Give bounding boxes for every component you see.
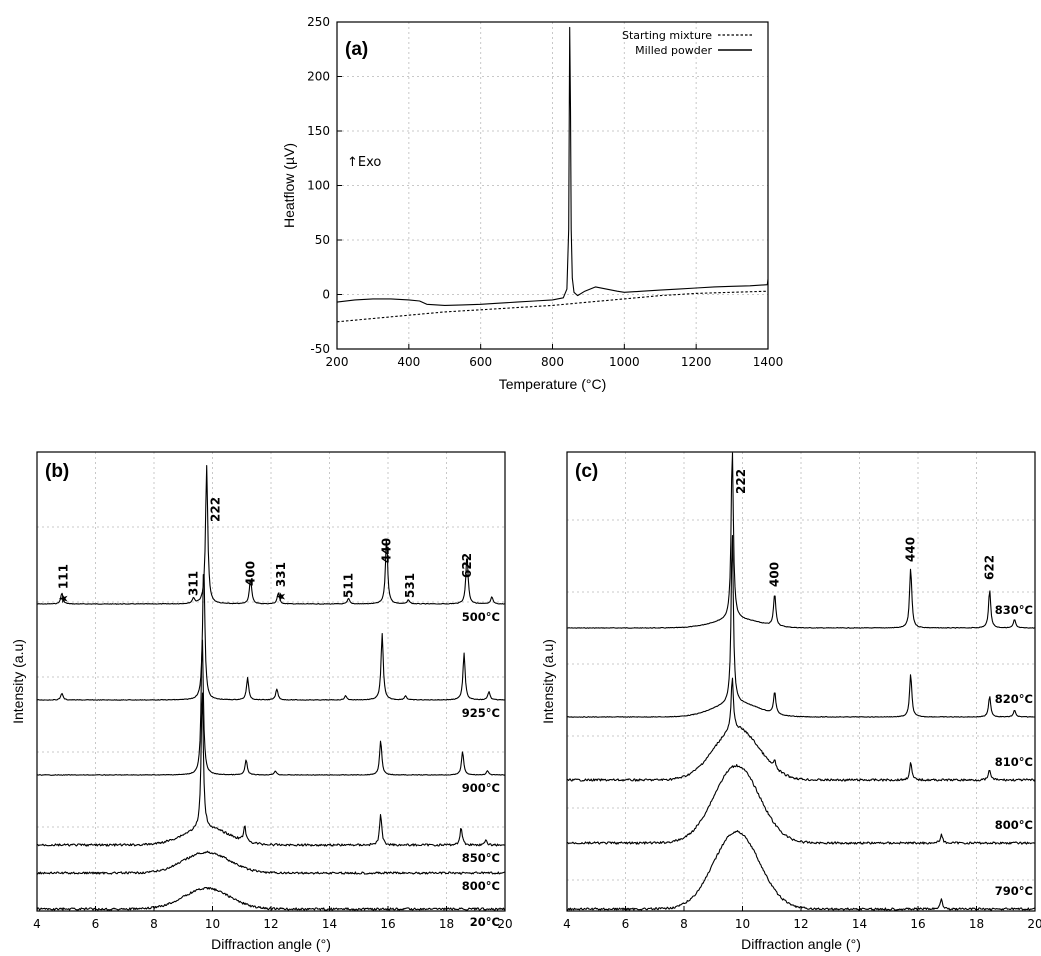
y-tick-label: 100 [307, 179, 330, 193]
temperature-label: 850°C [462, 851, 500, 865]
series-milled-powder [336, 26, 769, 306]
peak-label-400: 400 [244, 561, 258, 586]
temperature-label: 500°C [462, 610, 500, 624]
temperature-label: 790°C [995, 884, 1033, 898]
y-tick-label: -50 [310, 342, 330, 356]
peak-label-222: 222 [734, 469, 748, 494]
plot-frame [36, 451, 506, 912]
x-tick-label: 8 [150, 917, 158, 931]
series-starting-mixture [336, 290, 769, 323]
x-tick-label: 600 [469, 355, 492, 369]
peak-label-331: ★ 331 [274, 562, 288, 602]
xrd-pattern-800°C [566, 764, 1036, 845]
temperature-label: 800°C [995, 818, 1033, 832]
x-tick-label: 400 [397, 355, 420, 369]
x-tick-label: 10 [205, 917, 220, 931]
exo-annotation: ↑Exo [347, 155, 381, 170]
peak-label-111: ★ 111 [56, 564, 70, 604]
y-tick-label: 250 [307, 15, 330, 29]
x-tick-label: 16 [380, 917, 395, 931]
xrd-pattern-830°C [567, 452, 1036, 629]
x-tick-label: 16 [910, 917, 925, 931]
panel-label: (c) [575, 461, 598, 482]
temperature-label: 20°C [470, 915, 500, 929]
y-tick-label: 0 [322, 288, 330, 302]
xrd-pattern-810°C [566, 677, 1036, 782]
xrd-pattern-820°C [566, 535, 1035, 718]
x-tick-label: 14 [852, 917, 867, 931]
y-tick-label: 50 [315, 233, 330, 247]
x-tick-label: 1400 [753, 355, 784, 369]
panel-a-dsc-chart: 200 400 600 800 1000 1200 1400 -50 0 50 100 150 200 2… [281, 15, 783, 392]
x-tick-label: 1000 [609, 355, 640, 369]
x-tick-label: 20 [1027, 917, 1041, 931]
peak-label-440: 440 [904, 537, 918, 562]
peak-label-222: 222 [208, 497, 222, 522]
plot-frame [336, 21, 769, 350]
temperature-label: 830°C [995, 603, 1033, 617]
temperature-label: 820°C [995, 692, 1033, 706]
legend-label: Starting mixture [622, 29, 712, 42]
y-axis-label: Intensity (a.u) [540, 639, 556, 724]
peak-label-622: 622 [983, 555, 997, 580]
x-tick-label: 6 [92, 917, 100, 931]
peak-label-311: 311 [186, 571, 200, 596]
peak-label-400: 400 [768, 562, 782, 587]
x-tick-label: 12 [793, 917, 808, 931]
x-axis-label: Diffraction angle (°) [211, 936, 331, 952]
x-tick-label: 12 [263, 917, 278, 931]
x-axis-label: Temperature (°C) [499, 376, 607, 392]
xrd-pattern-925°C [36, 573, 506, 701]
peak-label-531: 531 [403, 573, 417, 598]
xrd-pattern-850°C [36, 692, 506, 847]
legend-label: Milled powder [635, 44, 712, 57]
temperature-label: 800°C [462, 879, 500, 893]
x-tick-label: 18 [439, 917, 454, 931]
x-tick-label: 4 [563, 917, 571, 931]
peak-label-440: 440 [380, 538, 394, 563]
x-tick-label: 8 [680, 917, 688, 931]
x-tick-label: 1200 [681, 355, 712, 369]
y-axis-label: Intensity (a.u) [10, 639, 26, 724]
plot-frame [566, 451, 1036, 912]
x-tick-label: 14 [322, 917, 337, 931]
xrd-pattern-900°C [36, 639, 506, 776]
xrd-pattern-500°C [37, 465, 506, 605]
temperature-label: 810°C [995, 755, 1033, 769]
panel-label: (b) [45, 461, 69, 482]
temperature-label: 925°C [462, 706, 500, 720]
xrd-pattern-20°C [36, 886, 506, 911]
x-tick-label: 200 [326, 355, 349, 369]
x-tick-label: 20 [497, 917, 512, 931]
x-tick-label: 800 [541, 355, 564, 369]
x-tick-label: 6 [622, 917, 630, 931]
panel-label: (a) [345, 39, 368, 60]
x-tick-label: 4 [33, 917, 41, 931]
panel-c-xrd-chart: 4 6 8 10 12 14 16 18 20 830°C 820°C 810°C 800°C 790°C… [540, 451, 1041, 952]
x-tick-label: 10 [735, 917, 750, 931]
xrd-pattern-790°C [566, 830, 1036, 911]
peak-label-622: 622 [460, 553, 474, 578]
xrd-pattern-800°C [36, 850, 506, 875]
y-tick-label: 200 [307, 70, 330, 84]
peak-label-511: 511 [342, 573, 356, 598]
temperature-label: 900°C [462, 781, 500, 795]
x-tick-label: 18 [969, 917, 984, 931]
panel-b-xrd-chart: 4 6 8 10 12 14 16 18 20 500°C 925°C 900°C 850°C 800°C… [10, 451, 513, 952]
y-axis-label: Heatflow (µV) [281, 143, 297, 228]
y-tick-label: 150 [307, 124, 330, 138]
x-axis-label: Diffraction angle (°) [741, 936, 861, 952]
